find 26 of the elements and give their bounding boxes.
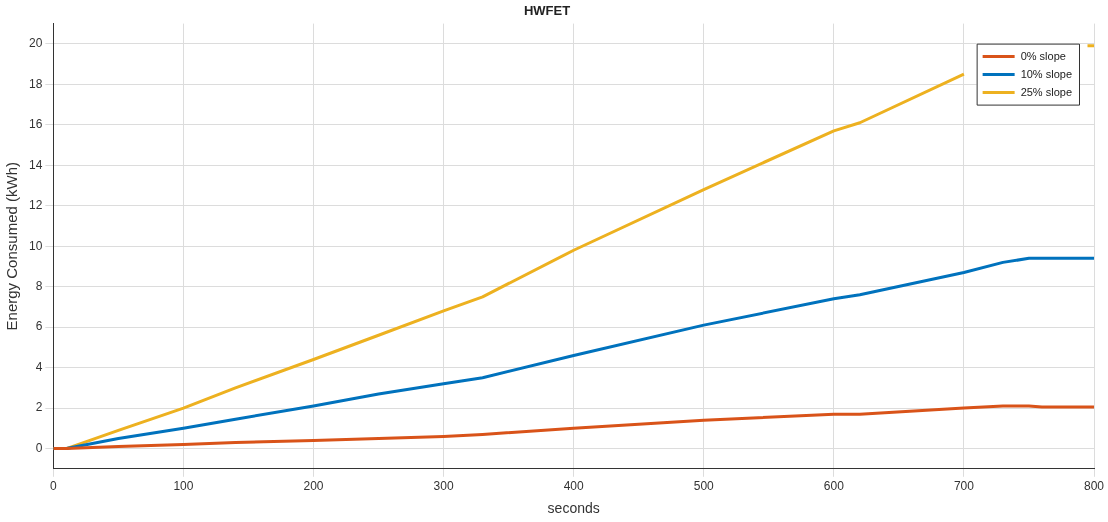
y-tick-label: 20 bbox=[28, 36, 43, 51]
x-tick-label: 800 bbox=[1083, 479, 1105, 494]
x-tick-label: 200 bbox=[303, 479, 324, 494]
x-tick-label: 300 bbox=[433, 479, 454, 494]
y-tick-label: 16 bbox=[28, 117, 43, 132]
x-tick-label: 700 bbox=[953, 479, 975, 494]
y-tick-label: 8 bbox=[35, 278, 43, 293]
y-tick-label: 12 bbox=[28, 198, 43, 213]
y-tick-label: 18 bbox=[28, 76, 43, 91]
y-tick-label: 10 bbox=[28, 238, 43, 253]
x-tick-label: 500 bbox=[693, 479, 715, 494]
y-tick-label: 6 bbox=[35, 319, 43, 334]
y-axis-title: Energy Consumed (kWh) bbox=[3, 162, 21, 331]
x-tick-label: 600 bbox=[823, 479, 845, 494]
y-tick-label: 2 bbox=[35, 400, 43, 415]
legend-label: 25% slope bbox=[1020, 85, 1073, 98]
x-tick-label: 100 bbox=[173, 479, 194, 494]
legend-label: 0% slope bbox=[1020, 49, 1066, 62]
y-tick-label: 4 bbox=[35, 359, 43, 374]
x-tick-label: 400 bbox=[563, 479, 585, 494]
x-tick-label: 0 bbox=[50, 479, 57, 494]
chart-title: HWFET bbox=[523, 3, 571, 19]
legend-label: 10% slope bbox=[1020, 67, 1073, 80]
x-axis-title: seconds bbox=[547, 500, 600, 517]
y-tick-label: 14 bbox=[28, 157, 43, 172]
y-tick-label: 0 bbox=[35, 440, 43, 455]
